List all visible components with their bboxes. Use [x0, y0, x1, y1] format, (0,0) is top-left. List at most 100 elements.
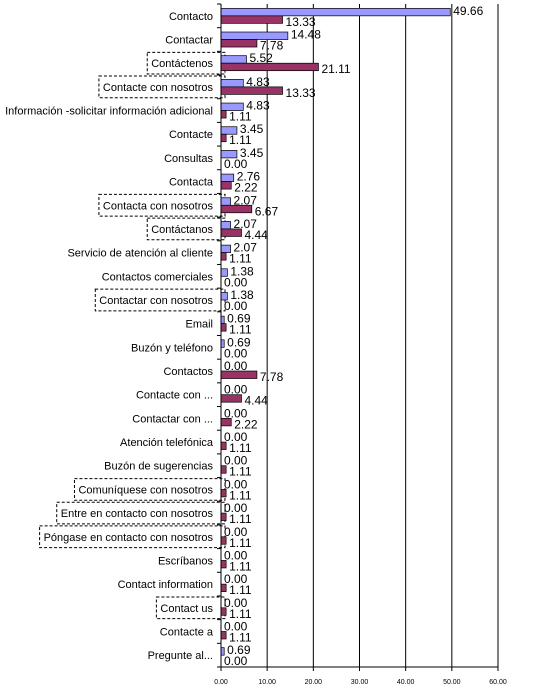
x-tick-label: 60.00 — [489, 679, 507, 686]
value-label: 3.45 — [240, 122, 264, 136]
category-label: Contáctenos — [151, 58, 213, 70]
value-label: 49.66 — [453, 4, 483, 18]
category-label: Contactos — [163, 366, 213, 378]
value-label: 0.00 — [224, 157, 248, 171]
category-label: Contactar — [165, 35, 213, 47]
category-label: Contacte — [169, 129, 213, 141]
value-label: 13.33 — [286, 86, 316, 100]
x-tick-label: 30.00 — [351, 679, 369, 686]
category-label: Contact us — [160, 603, 213, 615]
value-label: 0.00 — [224, 359, 248, 373]
value-label: 7.78 — [260, 39, 284, 53]
value-label: 0.00 — [224, 275, 248, 289]
value-label: 0.69 — [227, 312, 251, 326]
value-label: 7.78 — [260, 370, 284, 384]
value-label: 1.11 — [229, 630, 252, 644]
grid-lines — [266, 4, 499, 667]
tick-labels: 0.00 10.00 20.00 30.00 40.00 50.00 60.00 — [214, 679, 507, 686]
value-label: 6.67 — [255, 204, 279, 218]
value-label: 5.52 — [249, 51, 273, 65]
value-label: 0.00 — [224, 454, 248, 468]
value-label: 1.11 — [229, 607, 252, 621]
category-label: Atención telefónica — [120, 437, 214, 449]
bar — [220, 55, 247, 64]
category-label: Contactar con ... — [132, 413, 213, 425]
category-label: Consultas — [164, 153, 213, 165]
value-label: 1.11 — [229, 536, 252, 550]
category-label: Contact information — [118, 579, 213, 591]
value-label: 0.00 — [224, 525, 248, 539]
value-label: 2.07 — [234, 241, 258, 255]
category-label: Información -solicitar información adici… — [5, 106, 213, 118]
category-labels: Contacto Contactar Contáctenos Contacte con… — [5, 11, 214, 662]
value-label: 1.11 — [229, 323, 252, 337]
bar — [220, 221, 231, 230]
value-label: 1.11 — [229, 441, 252, 455]
value-label: 1.11 — [229, 133, 252, 147]
value-label: 4.44 — [244, 228, 268, 242]
value-label: 13.33 — [286, 15, 316, 29]
bars — [220, 7, 451, 656]
value-label: 0.00 — [224, 572, 248, 586]
value-label: 0.00 — [224, 477, 248, 491]
value-labels: 49.6613.3314.487.785.5221.114.8313.334.8… — [224, 4, 484, 668]
value-label: 21.11 — [321, 62, 350, 76]
category-label: Buzón y teléfono — [131, 342, 213, 354]
bar — [220, 15, 283, 24]
bar — [220, 7, 451, 17]
bar — [220, 110, 227, 119]
category-label: Contacte a — [160, 626, 214, 638]
category-label: Contacta con nosotros — [103, 200, 214, 212]
category-label: Servicio de atención al cliente — [67, 248, 213, 260]
bar — [220, 133, 227, 143]
value-label: 0.69 — [227, 643, 251, 657]
category-label: Pregunte al... — [148, 650, 213, 662]
value-label: 0.00 — [224, 299, 248, 313]
category-label: Póngase en contacto con nosotros — [44, 532, 214, 544]
category-label: Comuníquese con nosotros — [78, 484, 213, 496]
category-label: Contacte con nosotros — [103, 82, 214, 94]
value-label: 2.07 — [234, 217, 258, 231]
x-tick-label: 40.00 — [397, 679, 415, 686]
axes — [217, 3, 499, 671]
value-label: 2.22 — [234, 417, 258, 431]
value-label: 2.22 — [234, 181, 258, 195]
value-label: 2.07 — [234, 193, 258, 207]
value-label: 0.00 — [224, 501, 248, 515]
category-label: Email — [185, 319, 213, 331]
value-label: 0.00 — [224, 548, 248, 562]
x-tick-label: 10.00 — [258, 679, 276, 686]
bar — [220, 79, 244, 88]
x-tick-label: 50.00 — [443, 679, 461, 686]
category-label: Contáctanos — [151, 224, 213, 236]
value-label: 2.76 — [237, 170, 261, 184]
category-label: Escríbanos — [158, 555, 214, 567]
value-label: 0.00 — [224, 346, 248, 360]
category-label: Entre en contacto con nosotros — [61, 508, 214, 520]
bar — [220, 39, 258, 48]
value-label: 1.38 — [230, 264, 254, 278]
value-label: 1.11 — [229, 559, 252, 573]
category-label: Contacte con ... — [136, 390, 213, 402]
value-label: 1.11 — [229, 512, 252, 526]
value-label: 14.48 — [291, 28, 321, 42]
value-label: 3.45 — [240, 146, 264, 160]
bar — [220, 252, 227, 261]
category-label: Contactos comerciales — [102, 271, 214, 283]
category-label: Contacta — [169, 177, 214, 189]
value-label: 0.69 — [227, 335, 251, 349]
value-label: 0.00 — [224, 406, 248, 420]
x-tick-label: 20.00 — [305, 679, 323, 686]
value-label: 1.11 — [229, 252, 252, 266]
category-label: Buzón de sugerencias — [104, 461, 213, 473]
value-label: 0.00 — [224, 596, 248, 610]
value-label: 1.11 — [229, 488, 252, 502]
value-label: 0.00 — [224, 654, 248, 668]
bar — [220, 323, 227, 332]
value-label: 4.83 — [246, 75, 270, 89]
bar — [220, 181, 232, 190]
category-label: Contactar con nosotros — [99, 295, 213, 307]
value-label: 1.11 — [229, 583, 252, 597]
bar — [220, 173, 235, 182]
